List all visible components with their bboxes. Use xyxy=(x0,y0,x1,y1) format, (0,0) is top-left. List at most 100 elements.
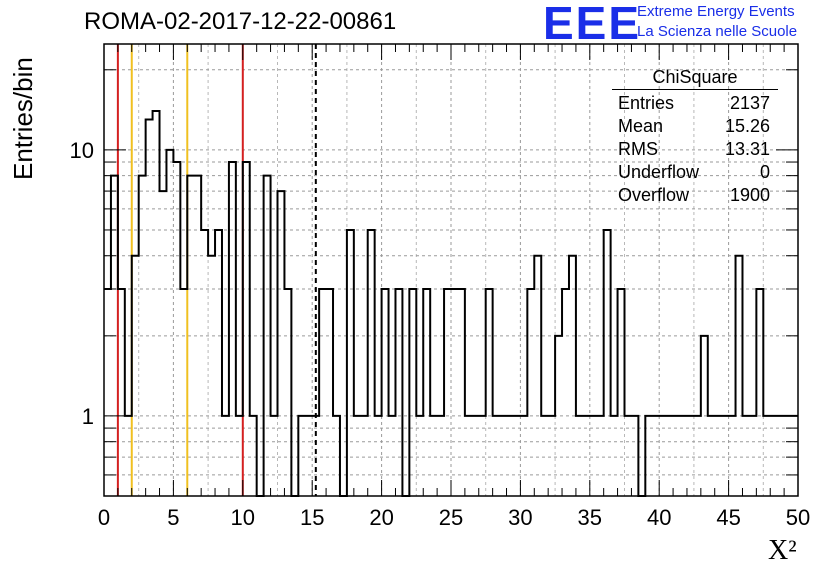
histogram-bin xyxy=(194,176,201,496)
histogram-bin xyxy=(160,191,167,496)
stats-row: Underflow 0 xyxy=(612,161,778,184)
histogram-bin xyxy=(118,289,125,496)
stats-row: Entries 2137 xyxy=(612,92,778,115)
histogram-bin xyxy=(423,289,430,496)
histogram-bin xyxy=(631,416,638,496)
histogram-bin xyxy=(611,416,618,496)
histogram-bin xyxy=(395,289,402,496)
histogram-bin xyxy=(146,120,153,496)
histogram-bin xyxy=(576,416,583,496)
stats-row: RMS 13.31 xyxy=(612,138,778,161)
histogram-bin xyxy=(687,416,694,496)
histogram-bin xyxy=(555,336,562,496)
histogram-bin xyxy=(742,416,749,496)
histogram-bin xyxy=(284,289,291,496)
stats-label: Entries xyxy=(618,93,675,113)
x-tick-label: 40 xyxy=(647,505,671,530)
histogram-bin xyxy=(333,416,340,496)
logo-line-2: La Scienza nelle Scuole xyxy=(637,23,798,40)
histogram-bin xyxy=(465,416,472,496)
x-tick-label: 50 xyxy=(786,505,810,530)
histogram-bin xyxy=(770,416,777,496)
x-tick-label: 45 xyxy=(716,505,740,530)
histogram-bin xyxy=(409,289,416,496)
histogram-bin xyxy=(139,176,146,496)
histogram-bin xyxy=(166,150,173,496)
histogram-bin xyxy=(472,416,479,496)
x-tick-label: 0 xyxy=(98,505,110,530)
x-tick-label: 15 xyxy=(300,505,324,530)
histogram-bin xyxy=(625,416,632,496)
x-tick-label: 5 xyxy=(167,505,179,530)
histogram-bin xyxy=(590,416,597,496)
histogram-bin xyxy=(583,416,590,496)
histogram-bin xyxy=(444,289,451,496)
histogram-bin xyxy=(173,162,180,496)
histogram-bin xyxy=(250,416,257,496)
histogram-bin xyxy=(125,416,132,496)
stats-value: 1900 xyxy=(729,185,770,205)
histogram-bin xyxy=(271,416,278,496)
stats-label: Mean xyxy=(618,116,664,136)
histogram-bin xyxy=(527,289,534,496)
stats-title: ChiSquare xyxy=(612,66,778,90)
histogram-bin xyxy=(618,289,625,496)
histogram-bin xyxy=(507,416,514,496)
histogram-bin xyxy=(458,289,465,496)
histogram-bin xyxy=(243,162,250,496)
histogram-bin xyxy=(361,416,368,496)
stats-value: 13.31 xyxy=(724,139,770,159)
histogram-bin xyxy=(451,289,458,496)
x-tick-label: 10 xyxy=(231,505,255,530)
histogram-bin xyxy=(180,289,187,496)
histogram-bin xyxy=(493,416,500,496)
stats-box: ChiSquare Entries 2137 Mean 15.26 RMS 13.31… xyxy=(612,66,778,207)
stats-row: Overflow 1900 xyxy=(612,184,778,207)
stats-label: Overflow xyxy=(618,185,690,205)
histogram-bin xyxy=(569,256,576,496)
histogram-bin xyxy=(777,416,784,496)
histogram-bin xyxy=(673,416,680,496)
histogram-bin xyxy=(541,416,548,496)
histogram-bin xyxy=(104,289,111,496)
stats-value: 0 xyxy=(759,162,770,182)
histogram-bin xyxy=(305,416,312,496)
histogram-bin xyxy=(368,230,375,496)
histogram-bin xyxy=(604,230,611,496)
stats-label: Underflow xyxy=(618,162,700,182)
stats-label: RMS xyxy=(618,139,658,159)
histogram-bin xyxy=(236,416,243,496)
histogram-bin xyxy=(597,416,604,496)
histogram-bin xyxy=(534,256,541,496)
histogram-bin xyxy=(756,289,763,496)
histogram-bin xyxy=(736,256,743,496)
histogram-bin xyxy=(215,230,222,496)
histogram-bin xyxy=(708,416,715,496)
histogram-bin xyxy=(562,289,569,496)
histogram-bin xyxy=(326,289,333,496)
histogram-bin xyxy=(416,416,423,496)
x-tick-label: 20 xyxy=(369,505,393,530)
histogram-bin xyxy=(132,256,139,496)
histogram-bin xyxy=(347,230,354,496)
histogram-bin xyxy=(701,336,708,496)
histogram-bin xyxy=(715,416,722,496)
histogram-bin xyxy=(153,111,160,496)
histogram-bin xyxy=(729,416,736,496)
histogram-title: ROMA-02-2017-12-22-00861 xyxy=(84,8,397,35)
histogram-outline xyxy=(104,109,798,497)
histogram-bin xyxy=(264,176,271,496)
histogram-bin xyxy=(645,416,652,496)
histogram-bin xyxy=(680,416,687,496)
histogram-bin xyxy=(430,416,437,496)
histogram-bin xyxy=(437,416,444,496)
x-axis-label: X² xyxy=(768,535,797,566)
histogram-bin xyxy=(479,416,486,496)
x-tick-label: 30 xyxy=(508,505,532,530)
histogram-bin xyxy=(382,289,389,496)
histogram-bin xyxy=(187,176,194,496)
stats-value: 15.26 xyxy=(724,116,770,136)
histogram-bin xyxy=(513,416,520,496)
histogram-bin xyxy=(763,416,770,496)
